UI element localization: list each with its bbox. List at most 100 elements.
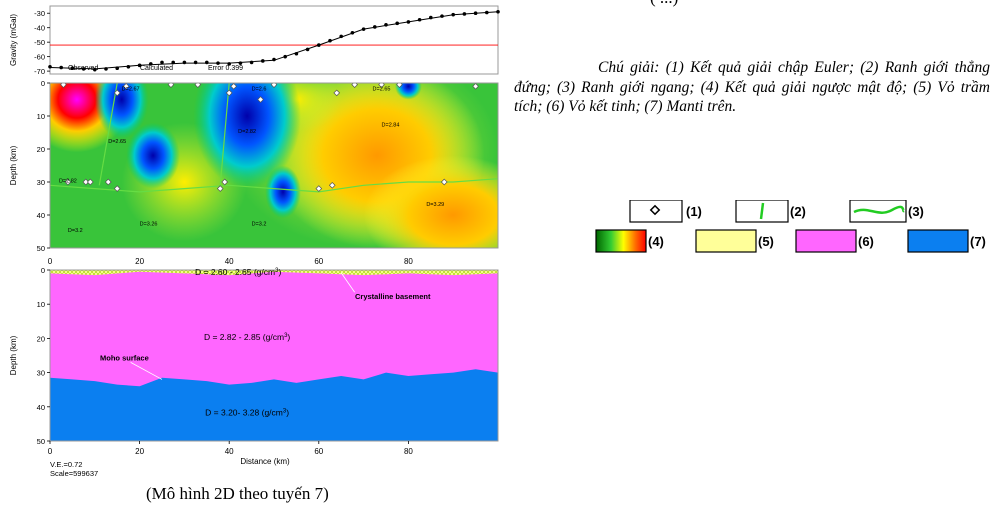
density-label: D=2.65	[108, 139, 126, 145]
model-tick-label: 50	[37, 437, 45, 446]
observed-point	[429, 15, 433, 20]
observed-point	[137, 63, 142, 68]
density-anomaly	[394, 83, 422, 100]
observed-point	[104, 67, 108, 71]
euler-point	[333, 89, 341, 97]
observed-point	[48, 64, 52, 69]
observed-point	[462, 12, 467, 16]
legend-mantle-key: (7)	[907, 229, 986, 253]
gravity-axis-label: Gravity (mGal)	[9, 14, 18, 66]
legend-sediment-key: (5)	[695, 229, 774, 253]
heatmap-tick-label: 10	[37, 112, 45, 121]
wave-line-icon	[853, 205, 905, 214]
density-anomaly	[193, 83, 301, 189]
moho-pointer	[130, 361, 163, 380]
heatmap-tick-label: 0	[41, 79, 45, 88]
x-axis-label: Distance (km)	[240, 457, 290, 466]
observed-point	[451, 12, 456, 17]
euler-point	[86, 178, 94, 186]
model-tick-label: 30	[37, 369, 45, 378]
observed-point	[126, 64, 131, 69]
legend-label-7: (7)	[970, 234, 986, 249]
legend-label-2: (2)	[790, 204, 806, 219]
observed-point	[361, 27, 366, 31]
gravity-tick-label: -40	[34, 24, 45, 33]
caption-top: ( ...)	[650, 0, 678, 8]
euler-point	[104, 178, 112, 186]
heatmap-frame	[49, 82, 499, 249]
legend-label-4: (4)	[648, 234, 664, 249]
observed-point	[373, 25, 377, 29]
model-figure: -30 -40 -50 -60 -70 Gravity (mGal) Observed Cal…	[9, 5, 500, 478]
observed-point	[160, 60, 164, 65]
euler-point	[82, 178, 90, 186]
observed-point	[283, 54, 288, 59]
observed-point	[473, 11, 478, 16]
density-label: D=2.67	[122, 86, 140, 92]
heatmap-axis-label: Depth (km)	[9, 145, 18, 185]
legend-crust-key: (6)	[795, 229, 874, 253]
observed-point	[440, 14, 444, 18]
legend-label-6: (6)	[858, 234, 874, 249]
gravity-tick-label: -30	[34, 9, 45, 18]
mantle-density-label: D = 3.20- 3.28 (g/cm3)	[205, 407, 289, 417]
observed-point	[193, 60, 198, 65]
heatmap-x-tick-label: 20	[135, 257, 144, 266]
gravity-tick-label: -60	[34, 53, 45, 62]
model-x-tick-label: 0	[48, 447, 53, 456]
legend-keys: (1) (2) (3) (4) (5) (6) (7)	[560, 199, 990, 260]
basement-label: Crystalline basement	[355, 292, 431, 301]
density-anomaly	[265, 165, 301, 219]
euler-point	[225, 89, 233, 97]
observed-point	[182, 60, 187, 65]
observed-point	[81, 67, 86, 71]
legend-label-3: (3)	[908, 204, 924, 219]
legend-vertical-boundary-key: (2)	[735, 199, 806, 223]
euler-point	[64, 178, 72, 186]
density-label: D=3.29	[426, 202, 444, 208]
euler-point	[221, 178, 229, 186]
density-label: D=2.65	[373, 86, 391, 92]
crust-density-label: D = 2.82 - 2.85 (g/cm3)	[204, 332, 290, 342]
observed-point	[317, 43, 321, 47]
scale-label: Scale=599637	[50, 469, 98, 478]
legend-paragraph: Chú giải: (1) Kết quả giải chập Euler; (…	[514, 59, 990, 115]
heatmap-x-tick-label: 60	[314, 257, 323, 266]
density-label: D=3.2	[68, 228, 83, 234]
euler-point	[328, 181, 336, 189]
observed-point	[216, 61, 220, 65]
legend-error: Error 0.399	[208, 65, 243, 72]
model-tick-label: 0	[41, 266, 45, 275]
observed-point	[384, 23, 388, 27]
density-heatmap-panel: D=2.67 D=2.6 D=2.65 D=2.65 D=2.82 D=2.84 D=2.8…	[9, 79, 499, 266]
observed-point	[149, 62, 153, 66]
observed-point	[328, 38, 332, 43]
density-anomaly	[363, 155, 498, 248]
density-anomaly	[94, 83, 149, 140]
observed-point	[227, 62, 231, 66]
legend-euler-key: (1)	[629, 199, 702, 223]
legend-horizontal-boundary-key: (3)	[849, 199, 924, 223]
model-frame	[49, 269, 499, 442]
observed-point	[171, 60, 175, 65]
density-label: D=2.82	[238, 129, 256, 135]
horizontal-boundary	[50, 178, 498, 193]
legend-description: Chú giải: (1) Kết quả giải chập Euler; (…	[514, 58, 990, 117]
density-label: D=3.26	[140, 222, 158, 228]
euler-point	[472, 83, 479, 90]
observed-point	[395, 21, 400, 26]
model-axis-label: Depth (km)	[9, 335, 18, 375]
legend-density-key: (4)	[595, 229, 664, 253]
diamond-icon	[649, 204, 661, 216]
observed-point	[261, 59, 265, 63]
model-tick-label: 40	[37, 403, 45, 412]
observed-point	[59, 65, 63, 70]
euler-point	[440, 178, 448, 186]
heatmap-tick-label: 40	[37, 211, 45, 220]
observed-point	[496, 9, 500, 14]
observed-point	[350, 30, 355, 35]
model-tick-label: 20	[37, 334, 45, 343]
legend-observed: Observed	[68, 65, 98, 72]
model-x-tick-label: 80	[404, 447, 413, 456]
observed-point	[238, 61, 243, 65]
